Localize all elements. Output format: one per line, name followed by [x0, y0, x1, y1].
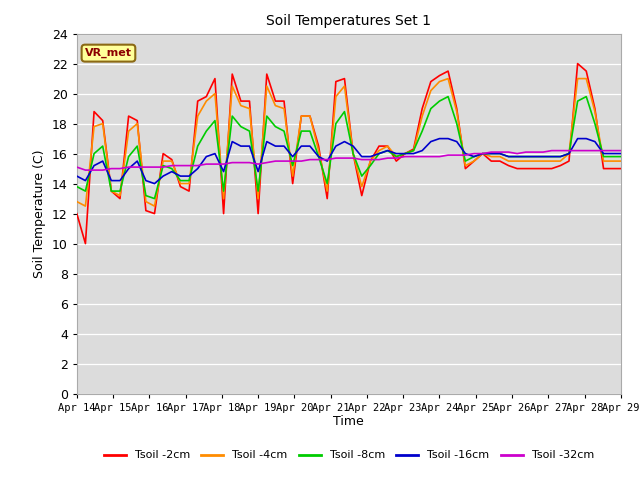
Legend: Tsoil -2cm, Tsoil -4cm, Tsoil -8cm, Tsoil -16cm, Tsoil -32cm: Tsoil -2cm, Tsoil -4cm, Tsoil -8cm, Tsoi… [99, 446, 598, 465]
Y-axis label: Soil Temperature (C): Soil Temperature (C) [33, 149, 46, 278]
Text: VR_met: VR_met [85, 48, 132, 58]
Title: Soil Temperatures Set 1: Soil Temperatures Set 1 [266, 14, 431, 28]
X-axis label: Time: Time [333, 415, 364, 429]
